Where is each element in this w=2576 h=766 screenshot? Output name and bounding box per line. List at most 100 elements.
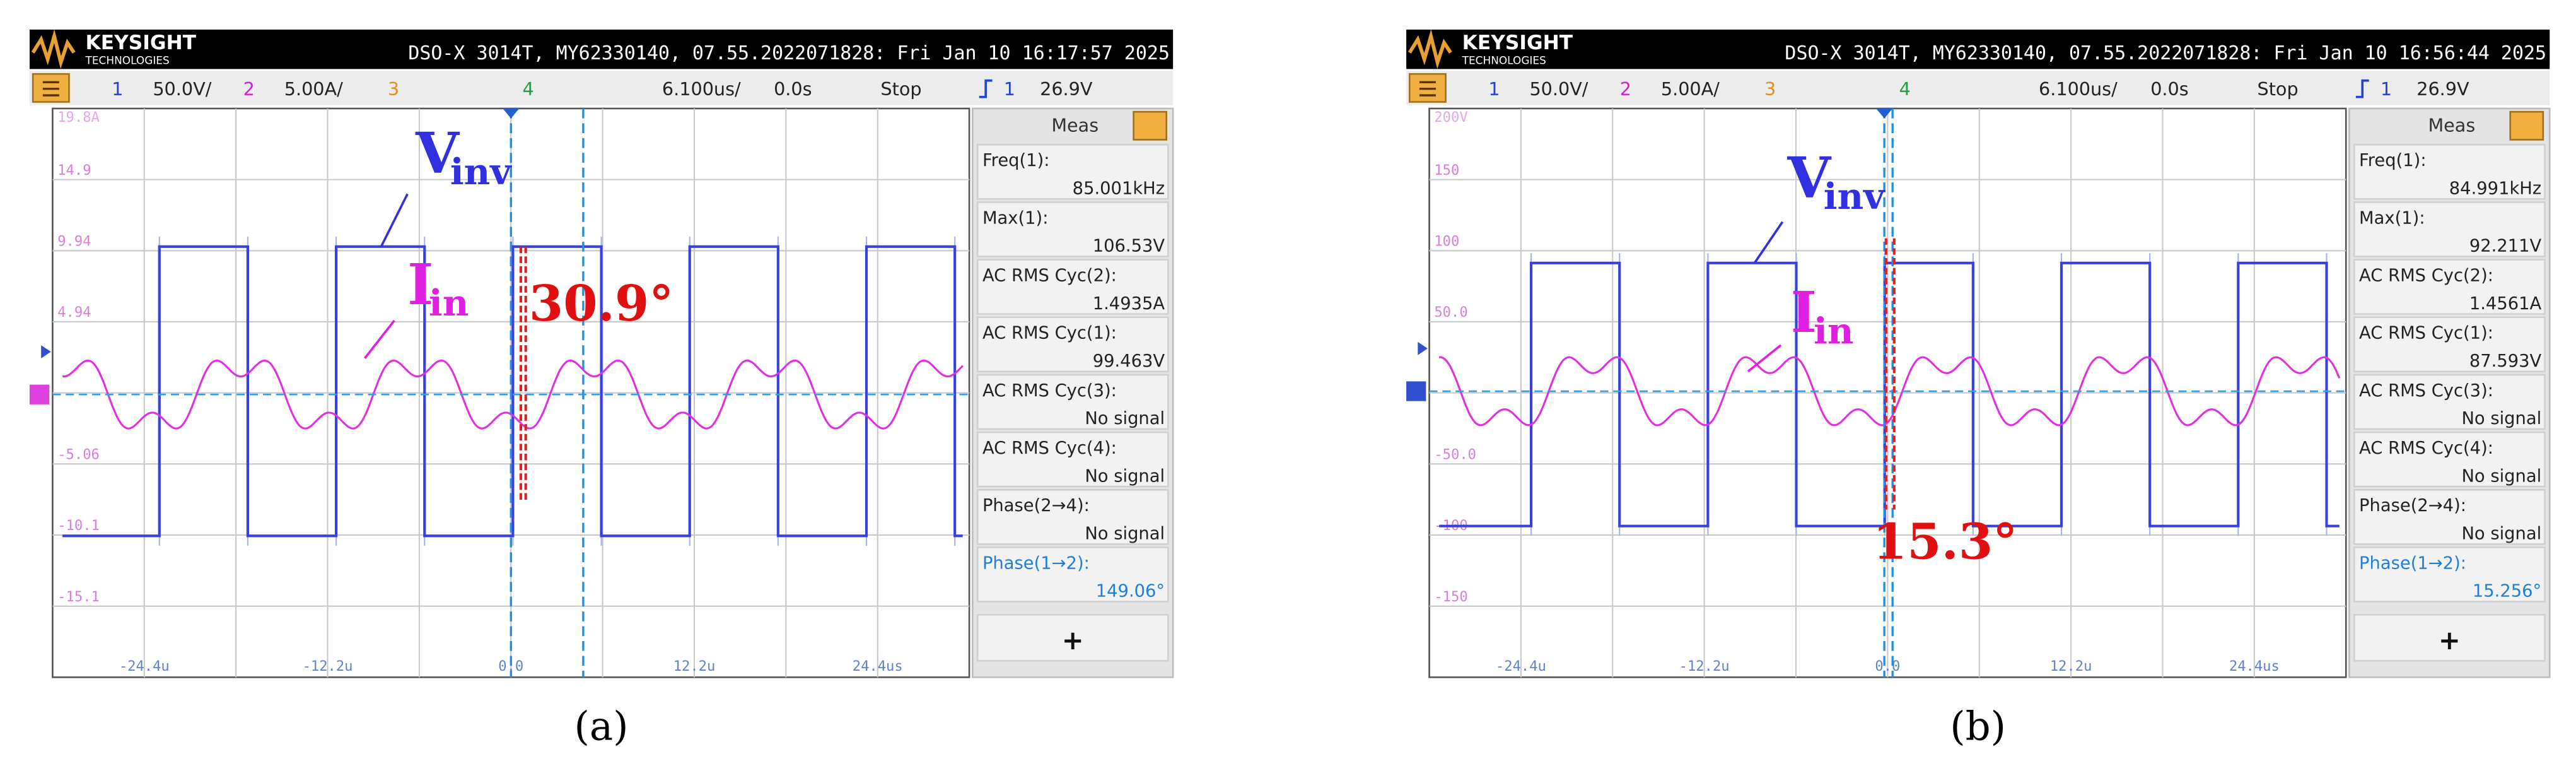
toolbar-item: 50.0V/ bbox=[1529, 78, 1588, 100]
iin-arrow bbox=[1747, 344, 1782, 373]
meas-label: Max(1): bbox=[2359, 208, 2425, 228]
meas-menu-button[interactable] bbox=[1133, 110, 1168, 141]
meas-label: AC RMS Cyc(4): bbox=[982, 439, 1117, 458]
meas-value: 15.256° bbox=[2473, 582, 2541, 601]
toolbar-item: Stop bbox=[2258, 78, 2299, 100]
meas-value: 99.463V bbox=[1093, 351, 1165, 371]
meas-item bbox=[2353, 201, 2546, 257]
meas-value: 149.06° bbox=[1096, 582, 1165, 601]
meas-value: 1.4935A bbox=[1093, 294, 1165, 314]
meas-value: No signal bbox=[2461, 409, 2541, 428]
meas-item bbox=[2353, 374, 2546, 430]
x-axis-label: 0.0 bbox=[1875, 658, 1900, 675]
meas-value: No signal bbox=[2461, 466, 2541, 486]
meas-item bbox=[976, 431, 1169, 488]
toolbar-item: 3 bbox=[388, 78, 399, 100]
meas-label: Phase(2→4): bbox=[2359, 496, 2466, 516]
meas-item bbox=[976, 201, 1169, 257]
toolbar-item: 4 bbox=[1899, 78, 1911, 100]
meas-value: No signal bbox=[1085, 524, 1165, 543]
y-axis-label: -50.0 bbox=[1434, 446, 1476, 463]
header-bar bbox=[1406, 29, 2550, 69]
meas-item bbox=[976, 143, 1169, 200]
meas-item bbox=[2353, 259, 2546, 315]
y-axis-label: -5.06 bbox=[57, 446, 100, 463]
toolbar-item: 4 bbox=[522, 78, 533, 100]
meas-item bbox=[2353, 143, 2546, 200]
x-axis-label: 12.2u bbox=[2050, 658, 2092, 675]
y-axis-label: -15.1 bbox=[57, 589, 100, 605]
header-bar bbox=[29, 29, 1174, 69]
toolbar-item: 6.100us/ bbox=[2039, 78, 2118, 100]
iin-label: I bbox=[407, 252, 433, 317]
meas-label: Phase(1→2): bbox=[982, 553, 1090, 573]
meas-value: 1.4561A bbox=[2469, 294, 2542, 314]
vinv-subscript: inv bbox=[1824, 175, 1885, 218]
y-axis-label: 4.94 bbox=[57, 304, 91, 321]
iin-label: I bbox=[1791, 280, 1817, 345]
meas-label: Phase(2→4): bbox=[982, 496, 1090, 516]
meas-value: 85.001kHz bbox=[1073, 179, 1165, 198]
x-axis-label: -24.4u bbox=[1496, 658, 1546, 675]
brand: KEYSIGHT bbox=[86, 32, 197, 54]
toolbar-item: 50.0V/ bbox=[153, 78, 211, 100]
meas-title: Meas bbox=[1051, 114, 1099, 136]
add-measurement-label: + bbox=[1062, 625, 1084, 656]
vinv-arrow bbox=[1753, 221, 1784, 264]
meas-label: AC RMS Cyc(1): bbox=[2359, 324, 2493, 343]
toolbar-item: 1 bbox=[2381, 78, 2392, 100]
logo-icon bbox=[1407, 29, 1452, 69]
meas-value: 92.211V bbox=[2469, 237, 2542, 256]
meas-value: 106.53V bbox=[1093, 237, 1165, 256]
toolbar-item: 2 bbox=[243, 78, 255, 100]
channel-marker bbox=[1406, 381, 1426, 401]
trigger-level-marker bbox=[41, 345, 51, 358]
y-axis-label: 9.94 bbox=[57, 233, 91, 249]
toolbar-item: 5.00A/ bbox=[1661, 78, 1720, 100]
vinv-label: V bbox=[415, 121, 460, 186]
meas-value: No signal bbox=[2461, 524, 2541, 543]
y-axis-label: 200V bbox=[1434, 109, 1467, 126]
y-axis-label: -150 bbox=[1434, 589, 1467, 605]
y-axis-label: 150 bbox=[1434, 162, 1459, 179]
meas-label: Max(1): bbox=[982, 208, 1048, 228]
scope-info: DSO-X 3014T, MY62330140, 07.55.202207182… bbox=[1785, 42, 2546, 64]
trigger-edge-icon bbox=[979, 79, 993, 98]
caption: (b) bbox=[1950, 703, 2006, 749]
toolbar-item: 6.100us/ bbox=[662, 78, 741, 100]
scope-info: DSO-X 3014T, MY62330140, 07.55.202207182… bbox=[408, 42, 1170, 64]
iin-subscript: in bbox=[429, 281, 469, 324]
menu-icon bbox=[1419, 81, 1436, 97]
toolbar-item: 3 bbox=[1764, 78, 1776, 100]
vinv-label: V bbox=[1786, 145, 1831, 211]
x-axis-label: 24.4us bbox=[2229, 658, 2280, 675]
add-measurement-label: + bbox=[2439, 625, 2461, 656]
brand-sub: TECHNOLOGIES bbox=[1462, 54, 1546, 67]
toolbar-item: 0.0s bbox=[2150, 78, 2188, 100]
add-measurement-button[interactable] bbox=[2353, 614, 2546, 662]
meas-menu-button[interactable] bbox=[2509, 110, 2544, 141]
meas-item bbox=[976, 316, 1169, 373]
meas-title: Meas bbox=[2428, 114, 2475, 136]
y-axis-label: -10.1 bbox=[57, 517, 100, 534]
vinv-trace bbox=[1439, 261, 2340, 527]
x-axis-label: -12.2u bbox=[303, 658, 353, 675]
toolbar bbox=[1406, 71, 2550, 105]
brand-sub: TECHNOLOGIES bbox=[85, 54, 170, 67]
meas-item bbox=[976, 546, 1169, 603]
toolbar-item: Stop bbox=[880, 78, 921, 100]
caption: (a) bbox=[574, 703, 629, 749]
meas-item bbox=[976, 489, 1169, 545]
toolbar-item: 5.00A/ bbox=[284, 78, 343, 100]
meas-value: No signal bbox=[1085, 466, 1165, 486]
trigger-level-marker bbox=[1418, 341, 1428, 355]
add-measurement-button[interactable] bbox=[976, 614, 1169, 662]
meas-value: 84.991kHz bbox=[2449, 179, 2541, 198]
meas-value: 87.593V bbox=[2469, 351, 2542, 371]
x-axis-label: -12.2u bbox=[1679, 658, 1730, 675]
iin-trace bbox=[62, 359, 964, 430]
iin-trace bbox=[1439, 356, 2341, 427]
y-axis-label: 50.0 bbox=[1434, 304, 1467, 321]
